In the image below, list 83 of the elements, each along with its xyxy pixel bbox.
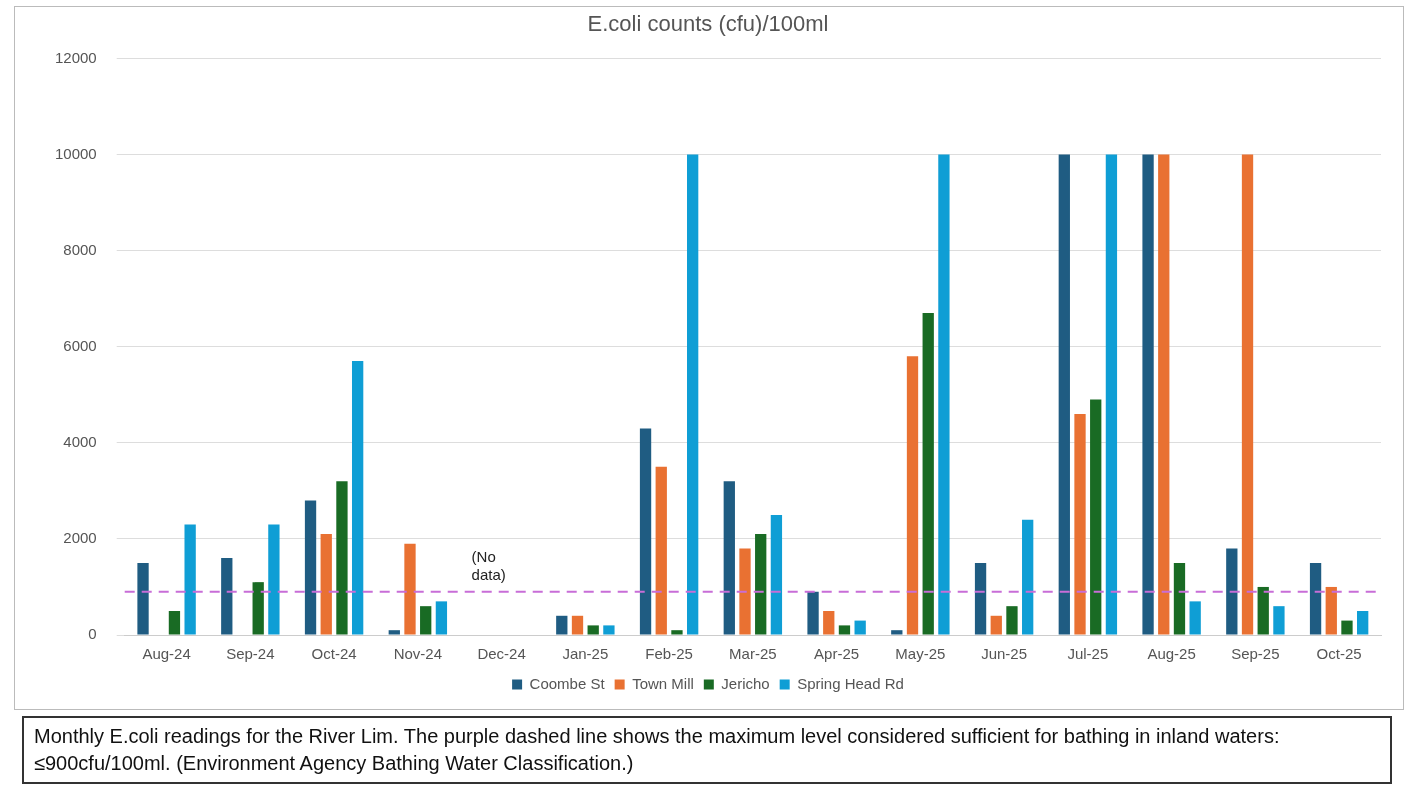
chart-title: E.coli counts (cfu)/100ml <box>587 11 829 37</box>
bar <box>320 534 332 635</box>
bar <box>268 524 280 635</box>
bar <box>739 548 751 635</box>
bar <box>587 625 599 635</box>
legend-label: Spring Head Rd <box>797 674 904 692</box>
bar <box>1341 620 1353 635</box>
text: Monthly E.coli readings for the River Lim. The purple dashed line shows the maximum level considered sufficient for bathing in inland waters: ≤900cfu/100ml. (Environment Agency Bathing Water Classification.) <box>22 716 1392 784</box>
x-tick-label: Mar-25 <box>729 645 777 663</box>
bar <box>221 558 233 635</box>
bar <box>687 154 699 635</box>
bar <box>655 466 667 635</box>
bar <box>807 591 819 635</box>
bar <box>1142 154 1154 635</box>
bar <box>1173 562 1186 635</box>
bar <box>891 630 903 635</box>
bar <box>823 610 835 635</box>
x-tick-label: Jul-25 <box>1067 645 1109 663</box>
x-tick-label: Dec-24 <box>477 645 526 663</box>
y-tick-label: 8000 <box>63 240 97 258</box>
bar <box>1058 154 1070 635</box>
annotation: (No data) <box>471 548 506 584</box>
x-tick-label: Aug-25 <box>1147 645 1196 663</box>
bar <box>838 625 851 635</box>
x-tick-label: Oct-25 <box>1316 645 1362 663</box>
bar <box>1074 413 1086 635</box>
bar <box>571 615 584 635</box>
bar <box>1226 548 1238 635</box>
bar <box>974 562 987 635</box>
bar <box>1357 610 1369 635</box>
x-tick-label: Oct-24 <box>311 645 357 663</box>
bar <box>1158 154 1170 635</box>
bar <box>770 514 783 635</box>
legend-label: Town Mill <box>632 674 694 692</box>
bar <box>1309 562 1322 635</box>
bar <box>168 610 181 635</box>
bar <box>990 615 1002 635</box>
bar <box>1257 586 1269 635</box>
x-tick-label: Sep-25 <box>1231 645 1280 663</box>
y-tick-label: 6000 <box>63 336 97 354</box>
bar <box>1189 601 1201 635</box>
legend-label: Coombe St <box>529 674 606 692</box>
bar <box>435 601 448 635</box>
bar <box>671 630 683 635</box>
bar <box>639 428 652 635</box>
x-tick-label: Feb-25 <box>645 645 693 663</box>
y-tick-label: 10000 <box>54 144 97 162</box>
y-tick-label: 4000 <box>63 432 97 450</box>
bar <box>922 313 934 635</box>
bar <box>420 606 432 635</box>
bar <box>723 481 735 635</box>
bar <box>854 620 866 635</box>
x-tick-label: Aug-24 <box>142 645 191 663</box>
bar <box>388 630 400 635</box>
bar <box>336 481 348 635</box>
bar <box>304 500 317 635</box>
bar <box>1090 399 1102 635</box>
bar <box>1105 154 1118 635</box>
bar <box>404 543 416 635</box>
x-tick-label: Jun-25 <box>981 645 1028 663</box>
bar <box>556 615 568 635</box>
bar <box>755 534 767 635</box>
bar <box>1022 519 1034 635</box>
x-tick-label: Jan-25 <box>562 645 609 663</box>
bar <box>1006 606 1018 635</box>
bar <box>938 154 950 635</box>
x-tick-label: Nov-24 <box>393 645 443 663</box>
bar <box>137 562 149 635</box>
bar <box>906 356 919 635</box>
y-tick-label: 0 <box>88 625 97 643</box>
bar <box>1325 586 1337 635</box>
bar <box>603 625 615 635</box>
bar <box>252 582 264 635</box>
x-tick-label: May-25 <box>895 645 946 663</box>
bar <box>352 361 364 635</box>
bar <box>1273 606 1285 635</box>
y-tick-label: 2000 <box>63 529 97 547</box>
y-tick-label: 12000 <box>54 48 97 66</box>
x-tick-label: Apr-25 <box>814 645 860 663</box>
bar <box>1241 154 1254 635</box>
bar <box>184 524 196 635</box>
legend-label: Jericho <box>721 674 770 692</box>
x-tick-label: Sep-24 <box>226 645 275 663</box>
